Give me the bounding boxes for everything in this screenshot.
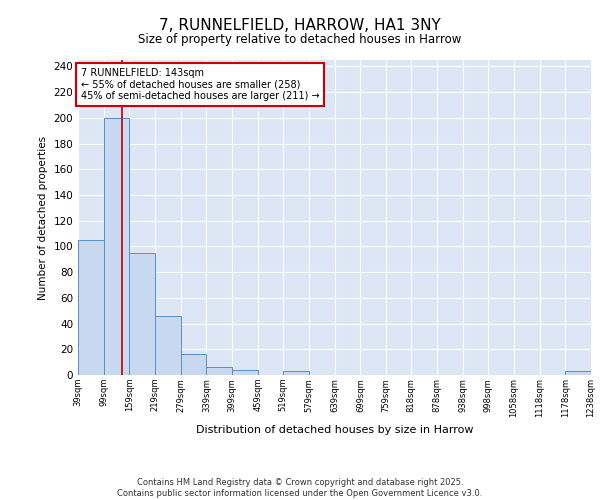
Bar — [565, 371, 591, 375]
Bar — [181, 354, 206, 375]
Text: 7, RUNNELFIELD, HARROW, HA1 3NY: 7, RUNNELFIELD, HARROW, HA1 3NY — [159, 18, 441, 32]
Text: Size of property relative to detached houses in Harrow: Size of property relative to detached ho… — [139, 32, 461, 46]
Bar — [104, 118, 130, 375]
Text: Contains HM Land Registry data © Crown copyright and database right 2025.
Contai: Contains HM Land Registry data © Crown c… — [118, 478, 482, 498]
X-axis label: Distribution of detached houses by size in Harrow: Distribution of detached houses by size … — [196, 425, 473, 435]
Text: 7 RUNNELFIELD: 143sqm
← 55% of detached houses are smaller (258)
45% of semi-det: 7 RUNNELFIELD: 143sqm ← 55% of detached … — [80, 68, 319, 101]
Bar — [130, 253, 155, 375]
Bar — [78, 240, 104, 375]
Y-axis label: Number of detached properties: Number of detached properties — [38, 136, 48, 300]
Bar — [206, 368, 232, 375]
Bar — [155, 316, 181, 375]
Bar — [283, 371, 309, 375]
Bar — [232, 370, 257, 375]
